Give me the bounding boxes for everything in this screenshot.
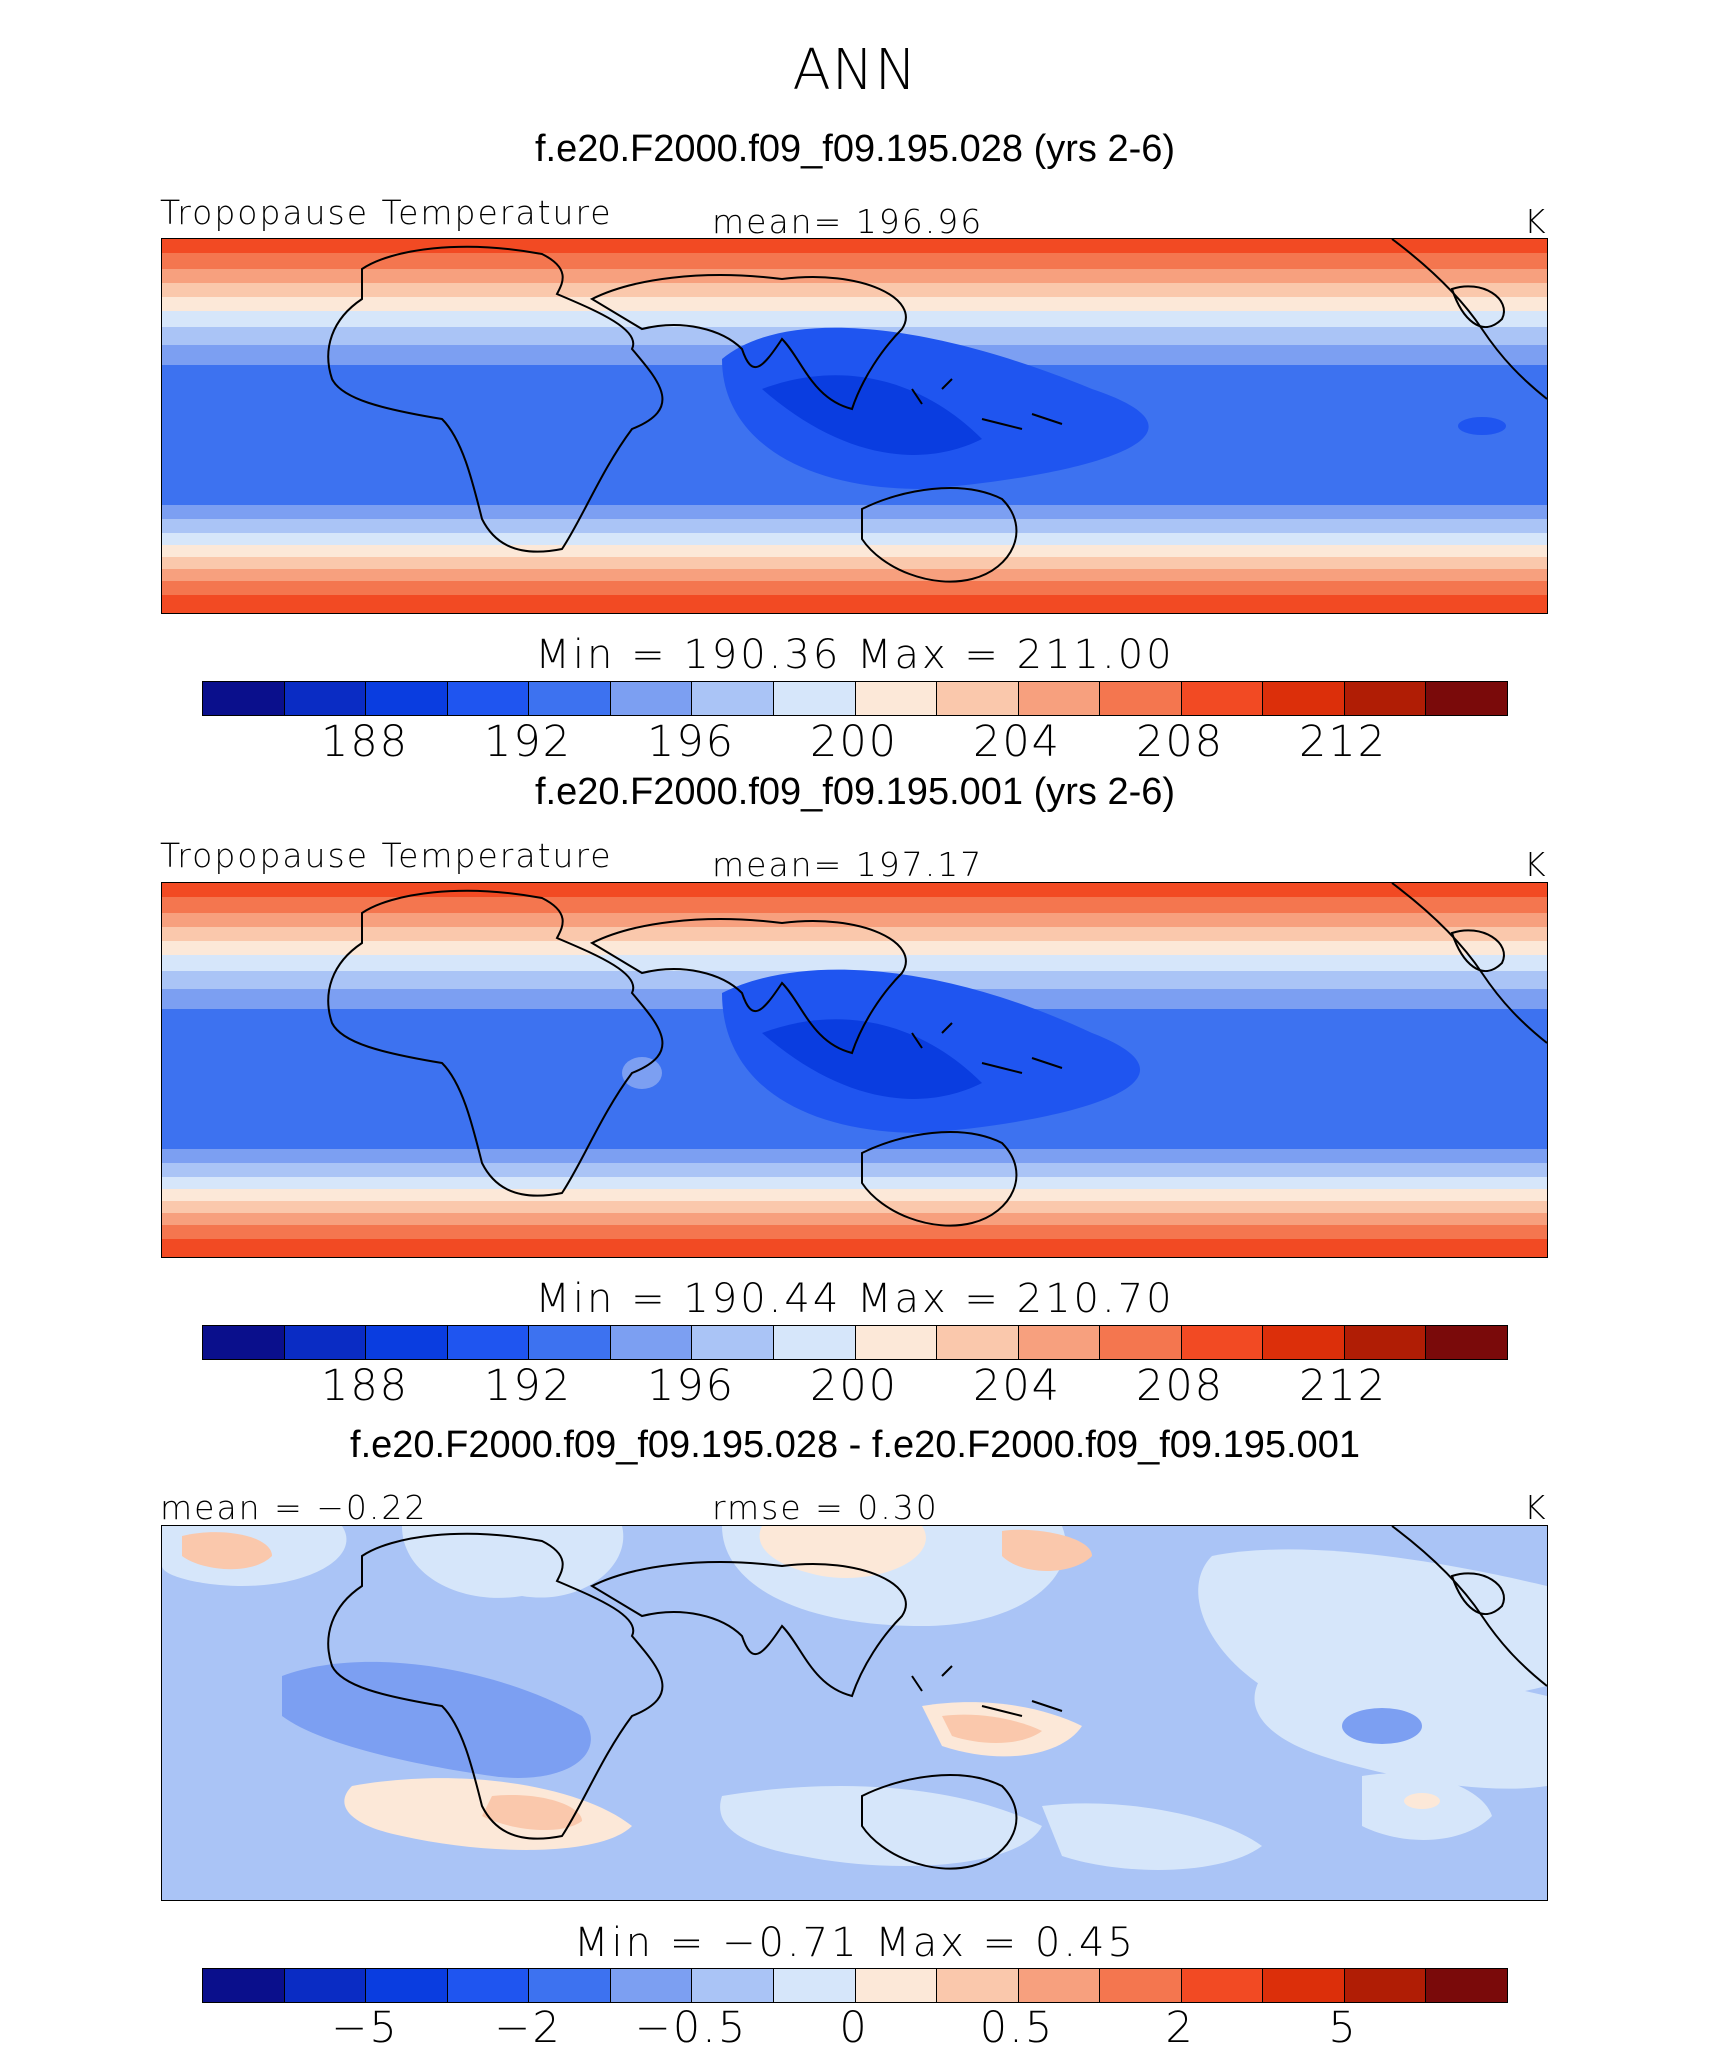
- panel1-mean-label: mean= 196.96: [712, 202, 984, 241]
- colorbar-tick-label: 188: [320, 717, 410, 767]
- colorbar-swatch: [366, 1326, 448, 1359]
- colorbar-swatch: [1263, 1326, 1345, 1359]
- colorbar-swatch: [937, 682, 1019, 715]
- colorbar-tick-label: 204: [972, 717, 1062, 767]
- colorbar-tick-label: 200: [809, 717, 899, 767]
- panel2-mean-label: mean= 197.17: [712, 845, 984, 884]
- colorbar-tick-label: 204: [972, 1361, 1062, 1411]
- colorbar-tick-label: −2: [494, 2003, 562, 2053]
- colorbar-swatch: [529, 1326, 611, 1359]
- colorbar-swatch: [610, 1326, 693, 1359]
- colorbar-tick-label: 2: [1165, 2003, 1195, 2053]
- colorbar-swatch: [855, 682, 938, 715]
- colorbar-swatch: [610, 682, 693, 715]
- panel1-tick-labels: 188 192 196 200 204 208 212: [202, 717, 1506, 767]
- colorbar-swatch: [529, 1969, 611, 2002]
- colorbar-swatch: [1344, 1326, 1427, 1359]
- colorbar-swatch: [203, 1326, 285, 1359]
- panel2-min-max: Min = 190.44 Max = 210.70: [535, 1276, 1175, 1322]
- colorbar-swatch: [1018, 1969, 1101, 2002]
- colorbar-tick-label: 192: [483, 717, 573, 767]
- colorbar-swatch: [692, 1326, 774, 1359]
- colorbar-swatch: [284, 1326, 367, 1359]
- colorbar-swatch: [447, 1326, 530, 1359]
- panel3-map: [161, 1525, 1548, 1901]
- colorbar-swatch: [1181, 1326, 1264, 1359]
- colorbar-swatch: [1426, 1969, 1507, 2002]
- panel1-colorbar: [202, 681, 1508, 716]
- colorbar-swatch: [1181, 682, 1264, 715]
- colorbar-swatch: [1344, 1969, 1427, 2002]
- colorbar-swatch: [773, 1326, 856, 1359]
- colorbar-swatch: [366, 1969, 448, 2002]
- panel3-colorbar: [202, 1968, 1508, 2003]
- colorbar-swatch: [1100, 1969, 1182, 2002]
- panel2-tick-labels: 188 192 196 200 204 208 212: [202, 1361, 1506, 1411]
- colorbar-tick-label: 5: [1328, 2003, 1358, 2053]
- colorbar-tick-label: −0.5: [634, 2003, 748, 2053]
- panel1-min-max: Min = 190.36 Max = 211.00: [535, 632, 1175, 678]
- panel1-map: [161, 238, 1548, 614]
- colorbar-tick-label: 208: [1135, 717, 1225, 767]
- colorbar-tick-label: 196: [646, 1361, 736, 1411]
- colorbar-swatch: [203, 1969, 285, 2002]
- panel3-mean-label: mean = −0.22: [160, 1488, 428, 1527]
- panel2-map: [161, 882, 1548, 1258]
- panel2-colorbar: [202, 1325, 1508, 1360]
- colorbar-swatch: [284, 682, 367, 715]
- colorbar-swatch: [692, 1969, 774, 2002]
- panel2-variable-label: Tropopause Temperature: [160, 836, 613, 875]
- colorbar-tick-label: 196: [646, 717, 736, 767]
- colorbar-swatch: [1018, 1326, 1101, 1359]
- colorbar-swatch: [773, 1969, 856, 2002]
- panel3-tick-labels: −5 −2 −0.5 0 0.5 2 5: [202, 2003, 1506, 2053]
- panel3-min-max: Min = −0.71 Max = 0.45: [574, 1920, 1136, 1966]
- colorbar-tick-label: 0: [839, 2003, 869, 2053]
- colorbar-swatch: [529, 682, 611, 715]
- colorbar-swatch: [937, 1326, 1019, 1359]
- colorbar-tick-label: 212: [1298, 717, 1388, 767]
- colorbar-swatch: [1426, 1326, 1507, 1359]
- panel3-case-title: f.e20.F2000.f09_f09.195.028 - f.e20.F200…: [350, 1424, 1360, 1466]
- colorbar-swatch: [284, 1969, 367, 2002]
- colorbar-swatch: [1263, 682, 1345, 715]
- colorbar-swatch: [1263, 1969, 1345, 2002]
- panel2-case-title: f.e20.F2000.f09_f09.195.001 (yrs 2-6): [534, 771, 1176, 813]
- colorbar-swatch: [1100, 682, 1182, 715]
- colorbar-swatch: [610, 1969, 693, 2002]
- panel2-contour-map: [162, 883, 1547, 1257]
- colorbar-swatch: [1018, 682, 1101, 715]
- panel1-contour-map: [162, 239, 1547, 613]
- colorbar-tick-label: 212: [1298, 1361, 1388, 1411]
- panel3-rmse-label: rmse = 0.30: [712, 1488, 939, 1527]
- panel3-units-label: K: [1524, 1488, 1546, 1527]
- colorbar-swatch: [855, 1326, 938, 1359]
- colorbar-tick-label: 200: [809, 1361, 899, 1411]
- colorbar-swatch: [447, 682, 530, 715]
- colorbar-swatch: [937, 1969, 1019, 2002]
- colorbar-swatch: [855, 1969, 938, 2002]
- colorbar-swatch: [1100, 1326, 1182, 1359]
- panel3-contour-map: [162, 1526, 1547, 1900]
- colorbar-swatch: [773, 682, 856, 715]
- colorbar-tick-label: −5: [331, 2003, 399, 2053]
- colorbar-swatch: [366, 682, 448, 715]
- colorbar-swatch: [203, 682, 285, 715]
- colorbar-swatch: [1181, 1969, 1264, 2002]
- panel1-units-label: K: [1524, 202, 1546, 241]
- panel1-variable-label: Tropopause Temperature: [160, 193, 613, 232]
- colorbar-swatch: [447, 1969, 530, 2002]
- colorbar-swatch: [1344, 682, 1427, 715]
- colorbar-swatch: [1426, 682, 1507, 715]
- colorbar-swatch: [692, 682, 774, 715]
- panel2-units-label: K: [1524, 845, 1546, 884]
- colorbar-tick-label: 192: [483, 1361, 573, 1411]
- colorbar-tick-label: 188: [320, 1361, 410, 1411]
- plot-title: ANN: [792, 38, 918, 103]
- colorbar-tick-label: 208: [1135, 1361, 1225, 1411]
- panel1-case-title: f.e20.F2000.f09_f09.195.028 (yrs 2-6): [534, 128, 1176, 170]
- colorbar-tick-label: 0.5: [979, 2003, 1055, 2053]
